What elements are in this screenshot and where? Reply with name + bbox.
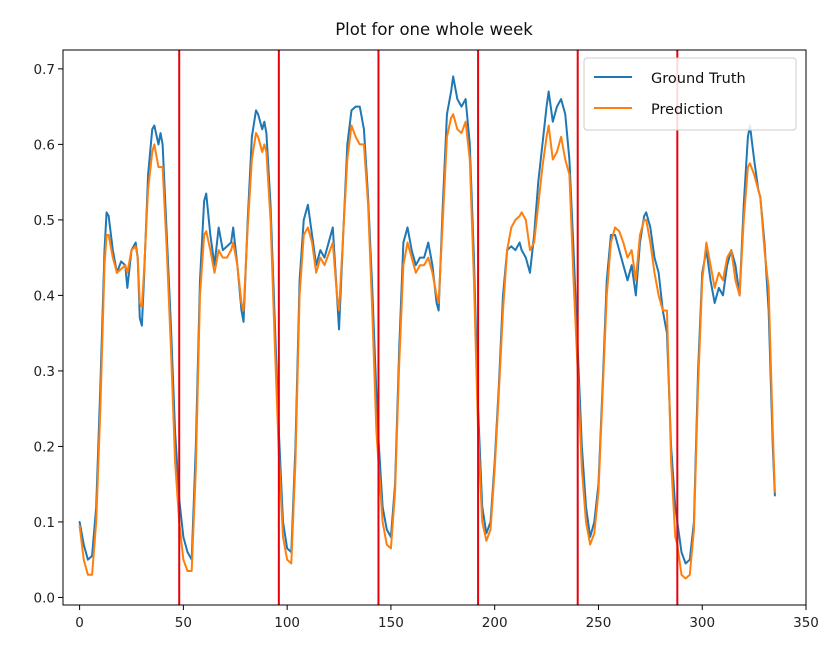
x-tick-label: 150 [378, 615, 404, 631]
y-axis: 0.0 0.1 0.2 0.3 0.4 0.5 0.6 0.7 [34, 62, 63, 606]
x-axis: 0 50 100 150 200 250 300 350 [75, 605, 819, 631]
plot-frame [62, 49, 807, 606]
plot-content [78, 50, 776, 605]
y-tick-label: 0.5 [34, 213, 55, 229]
y-tick-label: 0.4 [34, 288, 55, 304]
series-line-ground-truth [78, 75, 776, 565]
x-tick-label: 200 [482, 615, 508, 631]
y-tick-label: 0.0 [34, 590, 55, 606]
legend-label-ground-truth: Ground Truth [651, 71, 746, 87]
legend-label-prediction: Prediction [651, 102, 723, 118]
y-tick-label: 0.3 [34, 364, 55, 380]
y-tick-label: 0.6 [34, 137, 55, 153]
series-line-prediction [78, 113, 776, 580]
x-tick-label: 0 [75, 615, 84, 631]
y-tick-label: 0.1 [34, 515, 55, 531]
x-tick-label: 300 [689, 615, 715, 631]
x-tick-label: 250 [586, 615, 612, 631]
y-tick-label: 0.2 [34, 439, 55, 455]
legend-box [583, 57, 797, 131]
x-tick-label: 350 [793, 615, 819, 631]
x-tick-label: 100 [274, 615, 300, 631]
y-tick-label: 0.7 [34, 62, 55, 78]
x-tick-label: 50 [175, 615, 192, 631]
chart-title: Plot for one whole week [335, 20, 533, 39]
legend: Ground Truth Prediction [583, 57, 797, 131]
